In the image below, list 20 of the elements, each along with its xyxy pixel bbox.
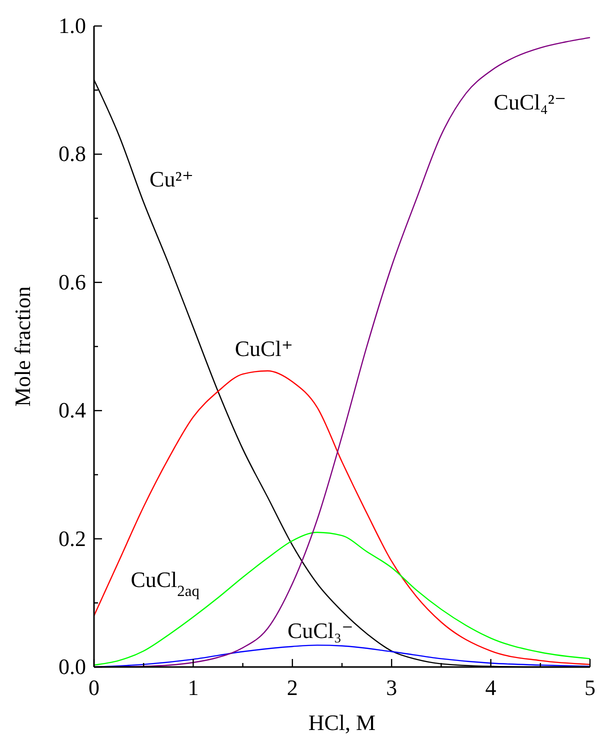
y-tick-label: 0.0 (58, 654, 86, 679)
series-label: CuCl$_{2aq}$ (130, 566, 200, 600)
y-tick-label: 0.6 (58, 269, 86, 294)
x-tick-label: 2 (286, 675, 298, 700)
x-tick-label: 4 (485, 675, 496, 700)
line-series (93, 370, 591, 666)
series-label: CuCl⁺ (234, 336, 293, 362)
y-tick-label: 0.2 (58, 526, 86, 551)
x-tick-label: 5 (584, 675, 596, 700)
series-label: CuCl₃⁻ (287, 618, 354, 644)
x-tick-label: 1 (188, 675, 199, 700)
x-tick-label: 3 (386, 675, 398, 700)
y-tick-label: 0.8 (58, 141, 86, 166)
series-label: CuCl₄²⁻ (494, 89, 566, 114)
y-tick-label: 0.4 (58, 398, 86, 423)
series-label: Cu²⁺ (150, 166, 194, 192)
x-axis-title: HCl, M (308, 710, 376, 735)
x-tick-label: 0 (88, 675, 100, 700)
y-tick-label: 1.0 (58, 13, 86, 38)
y-axis-title: Mole fraction (10, 286, 35, 407)
